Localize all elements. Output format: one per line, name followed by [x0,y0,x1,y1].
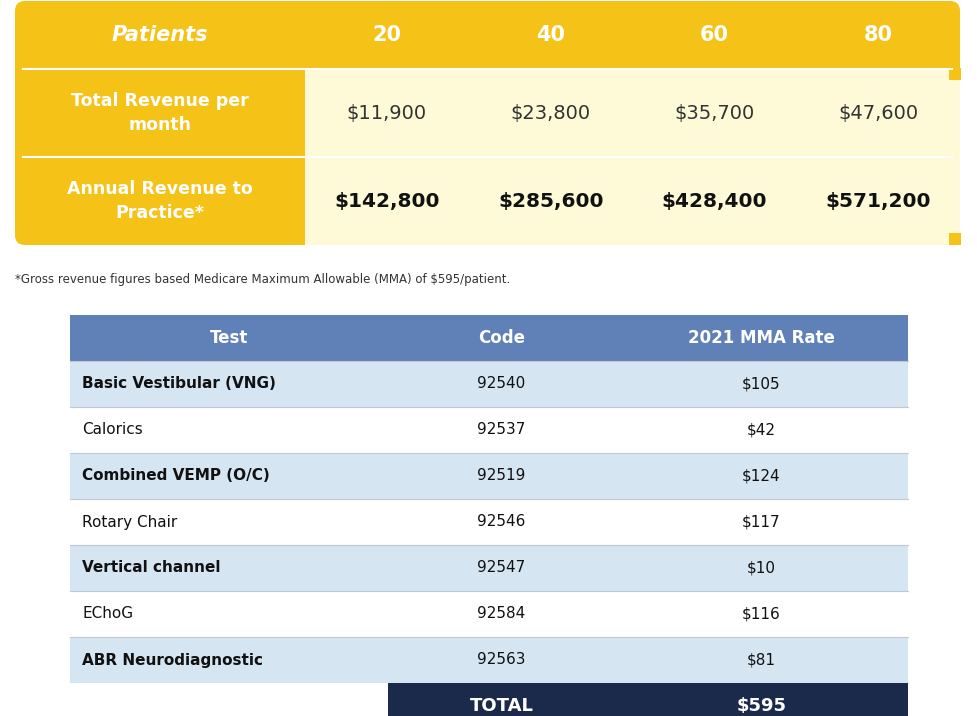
Text: 40: 40 [536,25,565,45]
Text: $10: $10 [746,561,776,576]
Text: Annual Revenue to
Practice*: Annual Revenue to Practice* [67,180,253,222]
Text: Patients: Patients [111,25,208,45]
Text: 92547: 92547 [478,561,526,576]
Text: 92584: 92584 [478,606,526,621]
Text: ABR Neurodiagnostic: ABR Neurodiagnostic [82,652,263,667]
Text: 60: 60 [700,25,729,45]
Bar [70,499,908,545]
Text: Rotary Chair: Rotary Chair [82,515,177,530]
Text: Test: Test [210,329,248,347]
Bar [949,233,961,245]
Bar [70,315,908,716]
Bar [305,69,960,245]
Bar [70,683,389,716]
Text: $142,800: $142,800 [334,191,440,211]
Text: 92563: 92563 [478,652,526,667]
FancyBboxPatch shape [15,1,960,245]
Text: $47,600: $47,600 [838,104,918,122]
Text: $595: $595 [737,697,786,715]
Bar [70,545,908,591]
Bar [70,453,908,499]
Text: Basic Vestibular (VNG): Basic Vestibular (VNG) [82,377,276,392]
Text: 92519: 92519 [478,468,526,483]
Text: EChoG: EChoG [82,606,133,621]
Bar [70,637,908,683]
Bar [70,591,908,637]
Text: $11,900: $11,900 [347,104,427,122]
Text: Calorics: Calorics [82,422,143,437]
Bar [70,315,908,361]
Bar [389,683,908,716]
Text: Combined VEMP (O/C): Combined VEMP (O/C) [82,468,270,483]
Text: 92537: 92537 [478,422,526,437]
Bar [70,407,908,453]
Text: $23,800: $23,800 [511,104,591,122]
Text: 20: 20 [372,25,402,45]
Bar [70,361,908,407]
Text: $35,700: $35,700 [674,104,754,122]
Text: $81: $81 [746,652,776,667]
Text: $105: $105 [743,377,781,392]
Text: $285,600: $285,600 [498,191,604,211]
Text: $428,400: $428,400 [661,191,767,211]
Text: $117: $117 [743,515,781,530]
Text: $42: $42 [746,422,776,437]
Text: 92540: 92540 [478,377,526,392]
Text: Total Revenue per
month: Total Revenue per month [71,92,249,134]
Text: $124: $124 [743,468,781,483]
Text: $571,200: $571,200 [826,191,931,211]
Text: 2021 MMA Rate: 2021 MMA Rate [688,329,834,347]
Text: *Gross revenue figures based Medicare Maximum Allowable (MMA) of $595/patient.: *Gross revenue figures based Medicare Ma… [15,273,510,286]
Text: Code: Code [478,329,525,347]
Text: TOTAL: TOTAL [470,697,533,715]
Text: 80: 80 [864,25,893,45]
Text: $116: $116 [742,606,781,621]
Text: Vertical channel: Vertical channel [82,561,221,576]
Text: 92546: 92546 [478,515,526,530]
Bar [949,68,961,80]
